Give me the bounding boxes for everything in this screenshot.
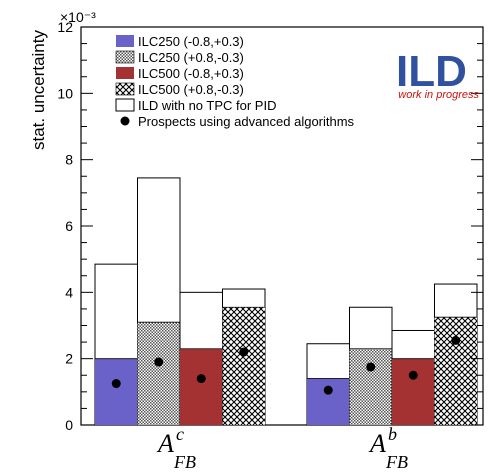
y-axis-label: stat. uncertainty	[29, 30, 48, 151]
legend-marker-prospects	[120, 116, 130, 126]
legend-swatch	[115, 82, 135, 96]
legend-swatch	[115, 50, 135, 64]
x-group-label-base: A	[368, 429, 386, 458]
y-tick-label: 12	[57, 19, 73, 35]
y-tick-label: 0	[65, 417, 73, 433]
bar	[95, 358, 138, 425]
ild-logo-subtitle: work in progress	[398, 89, 479, 101]
prospect-marker	[111, 379, 121, 389]
bars	[94, 177, 478, 426]
legend-swatch-no-tpc	[115, 98, 135, 112]
bar	[180, 348, 223, 425]
bar	[137, 322, 180, 425]
x-group-label-base: A	[156, 429, 174, 458]
legend: ILC250 (-0.8,+0.3)ILC250 (+0.8,-0.3)ILC5…	[115, 34, 355, 129]
legend-swatch	[116, 35, 134, 47]
x-group-label-sub: FB	[385, 452, 408, 472]
y-tick-label: 6	[65, 218, 73, 234]
ild-logo: ILD	[396, 47, 467, 96]
x-group-label-sub: FB	[173, 452, 196, 472]
prospect-marker	[366, 362, 376, 372]
prospect-marker	[154, 357, 164, 367]
prospect-marker	[451, 335, 461, 345]
bar	[392, 358, 435, 425]
y-tick-label: 4	[65, 284, 73, 300]
y-tick-label: 8	[65, 152, 73, 168]
y-axis: 0 2 4 6 8 10 12	[57, 19, 483, 433]
prospect-marker	[323, 385, 333, 395]
prospect-markers	[111, 335, 461, 395]
y-tick-label: 2	[65, 351, 73, 367]
prospect-marker	[239, 347, 249, 357]
legend-label: ILC250 (-0.8,+0.3)	[138, 34, 244, 49]
legend-swatch	[116, 67, 134, 79]
legend-label: ILC500 (+0.8,-0.3)	[138, 82, 244, 97]
legend-label: ILC500 (-0.8,+0.3)	[138, 66, 244, 81]
legend-label: ILD with no TPC for PID	[138, 98, 276, 113]
prospect-marker	[196, 374, 206, 384]
prospect-marker	[408, 370, 418, 380]
legend-label: Prospects using advanced algorithms	[138, 114, 355, 129]
x-group-label-sup: c	[176, 424, 184, 444]
y-axis-multiplier: ×10⁻³	[60, 9, 96, 25]
bar	[349, 348, 392, 425]
bar	[222, 307, 265, 425]
legend-label: ILC250 (+0.8,-0.3)	[138, 50, 244, 65]
bar	[307, 378, 350, 425]
x-group-label-sup: b	[388, 424, 397, 444]
y-tick-label: 10	[57, 85, 73, 101]
bar	[434, 317, 477, 425]
